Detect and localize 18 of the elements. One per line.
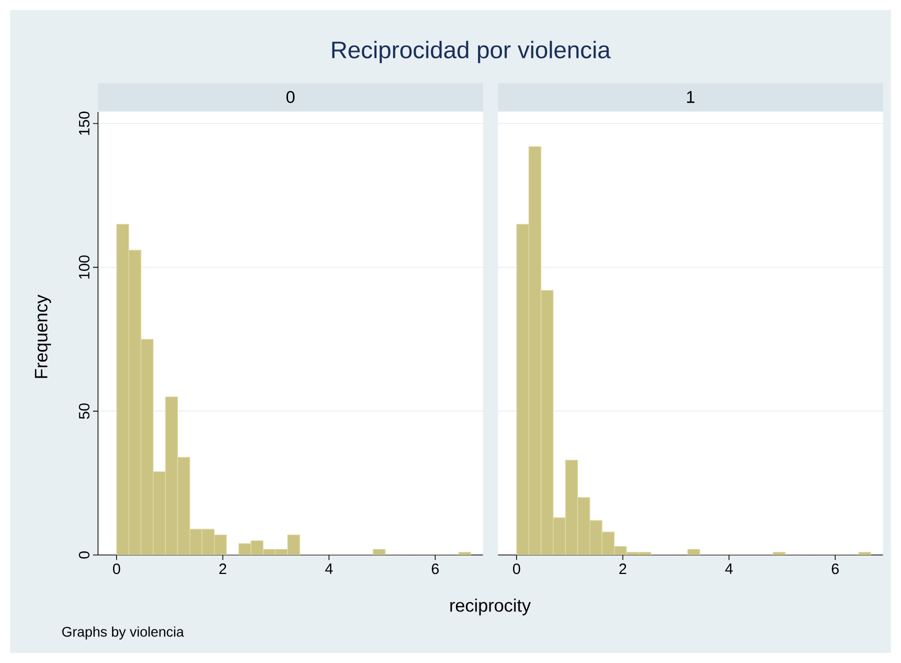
- x-tick-label: 4: [325, 564, 333, 574]
- x-axis-title: reciprocity: [450, 598, 531, 616]
- x-tick-label: 4: [725, 564, 733, 574]
- text: Graphs by violencia: [62, 626, 184, 640]
- x-tick-label: 0: [113, 564, 120, 574]
- x-tick-label: 2: [619, 564, 626, 574]
- x-tick-label: 6: [432, 564, 439, 574]
- y-tick-label: 0: [78, 551, 90, 559]
- y-tick-label: 150: [78, 112, 90, 135]
- chart-subtitle: 1: [687, 91, 694, 103]
- chart-subtitle: 0: [286, 90, 295, 103]
- x-tick-label: 2: [219, 564, 226, 574]
- x-tick-label: 6: [832, 564, 839, 574]
- chart-title: Reciprocidad por violencia: [332, 40, 611, 64]
- y-axis-title: Frequency: [34, 294, 52, 378]
- y-tick-label: 100: [78, 255, 90, 279]
- x-tick-label: 0: [513, 564, 520, 574]
- y-tick-label: 50: [78, 403, 90, 419]
